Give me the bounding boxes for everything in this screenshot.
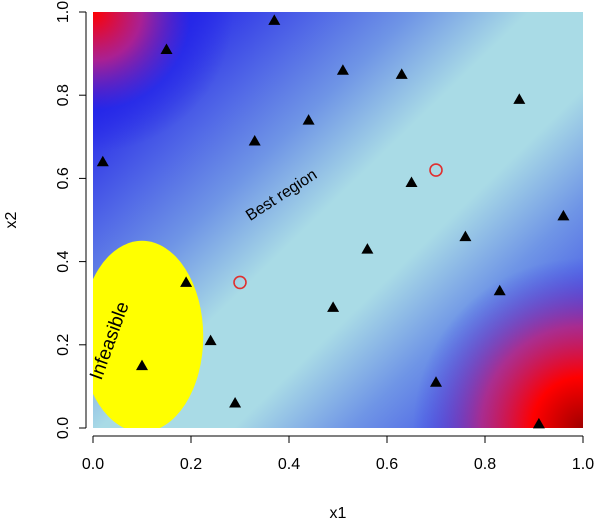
sample-points [96,14,570,429]
best-point [233,275,247,290]
y-tick-label: 0.0 [55,417,72,439]
y-tick-label: 0.8 [55,84,72,106]
data-point [459,230,472,242]
data-point [136,359,148,371]
data-point [336,64,349,75]
x-tick-label: 0.6 [376,456,398,473]
contour-background [93,12,583,428]
data-point [302,114,315,125]
axes: 0.0 0.2 0.4 0.6 0.8 1.0 0.0 0.2 0.4 0.6 0.8 1.0 x1… [3,1,594,520]
best-point [429,163,443,177]
y-axis-label: x2 [3,211,20,228]
x-tick-label: 1.0 [572,456,594,473]
data-point [493,284,506,296]
data-point [513,93,526,104]
infeasible-ellipse [93,240,204,428]
x-tick-label: 0.0 [82,456,104,473]
x-tick-label: 0.4 [278,456,300,473]
y-axis: 0.0 0.2 0.4 0.6 0.8 1.0 [55,1,87,439]
best-points [233,163,443,290]
y-tick-label: 0.6 [55,167,72,189]
data-point [268,14,281,25]
data-point [395,68,408,79]
bottom-right-hot-region [383,250,583,428]
data-point [248,134,261,146]
top-left-hot-region [93,12,293,172]
data-point [532,417,545,429]
data-point [160,43,173,54]
infeasible-region [93,240,204,428]
y-tick-label: 1.0 [55,1,72,23]
data-point [229,397,242,408]
x-tick-label: 0.8 [474,456,496,473]
x-axis: 0.0 0.2 0.4 0.6 0.8 1.0 [82,435,594,473]
x-axis-label: x1 [330,505,347,520]
data-point [204,334,217,346]
data-point [361,243,374,254]
data-point [430,376,442,387]
data-point [327,301,340,312]
data-point [557,209,570,221]
y-tick-label: 0.4 [55,250,72,272]
y-tick-label: 0.2 [55,334,72,356]
data-point [96,155,109,167]
x-tick-label: 0.2 [180,456,202,473]
data-point [180,276,193,287]
data-point [405,176,418,188]
